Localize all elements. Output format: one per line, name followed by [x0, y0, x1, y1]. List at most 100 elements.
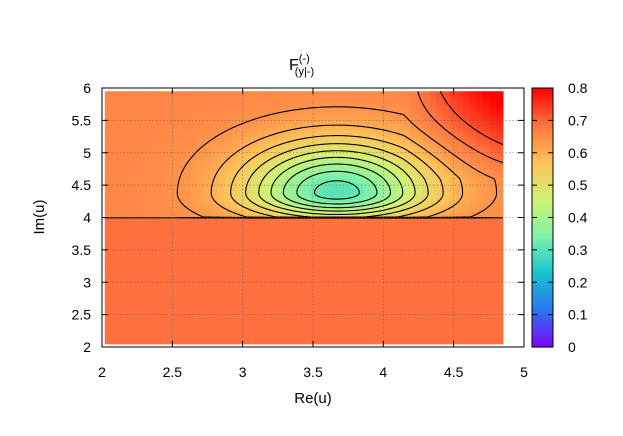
heatmap-cell	[257, 311, 265, 316]
heatmap-cell	[204, 259, 212, 264]
heatmap-cell	[317, 191, 325, 196]
heatmap-cell	[383, 191, 391, 196]
heatmap-cell	[217, 217, 225, 222]
heatmap-cell	[350, 240, 358, 244]
heatmap-cell	[390, 275, 398, 280]
heatmap-cell	[476, 162, 484, 167]
heatmap-cell	[483, 256, 491, 261]
heatmap-cell	[224, 113, 232, 118]
heatmap-cell	[144, 291, 152, 296]
heatmap-cell	[230, 308, 239, 312]
heatmap-cell	[177, 211, 186, 215]
heatmap-cell	[463, 324, 471, 329]
heatmap-cell	[157, 337, 166, 342]
heatmap-cell	[250, 94, 259, 99]
heatmap-cell	[483, 143, 491, 147]
heatmap-cell	[270, 198, 278, 202]
heatmap-cell	[250, 272, 259, 277]
heatmap-cell	[137, 91, 146, 96]
heatmap-cell	[469, 155, 477, 160]
heatmap-cell	[217, 188, 225, 193]
heatmap-cell	[157, 324, 166, 329]
heatmap-cell	[277, 253, 285, 257]
heatmap-cell	[270, 143, 278, 147]
heatmap-cell	[449, 139, 458, 144]
heatmap-cell	[151, 269, 159, 274]
heatmap-cell	[423, 110, 431, 115]
heatmap-cell	[164, 130, 172, 134]
y-tick-label: 2	[83, 339, 91, 355]
heatmap-cell	[277, 217, 285, 222]
heatmap-cell	[436, 269, 444, 274]
heatmap-cell	[429, 249, 438, 254]
heatmap-cell	[343, 152, 351, 157]
heatmap-cell	[104, 162, 113, 167]
heatmap-cell	[111, 162, 119, 167]
heatmap-cell	[496, 298, 504, 303]
heatmap-cell	[443, 233, 451, 238]
heatmap-cell	[383, 266, 391, 270]
heatmap-cell	[210, 104, 219, 109]
heatmap-cell	[469, 262, 477, 267]
heatmap-cell	[350, 91, 358, 96]
heatmap-cell	[410, 97, 418, 102]
heatmap-cell	[423, 317, 431, 322]
heatmap-cell	[164, 240, 172, 244]
heatmap-cell	[423, 262, 431, 267]
heatmap-cell	[463, 243, 471, 248]
heatmap-cell	[270, 256, 278, 261]
heatmap-cell	[104, 291, 113, 296]
heatmap-cell	[390, 327, 398, 332]
heatmap-cell	[111, 91, 119, 96]
heatmap-cell	[131, 233, 139, 238]
heatmap-cell	[264, 91, 272, 96]
heatmap-cell	[164, 295, 172, 300]
heatmap-cell	[224, 152, 232, 157]
heatmap-cell	[383, 201, 391, 206]
heatmap-cell	[496, 240, 504, 244]
heatmap-cell	[111, 104, 119, 109]
heatmap-cell	[250, 168, 259, 173]
heatmap-cell	[463, 236, 471, 241]
heatmap-cell	[230, 94, 239, 99]
heatmap-cell	[277, 249, 285, 254]
heatmap-cell	[456, 227, 464, 232]
y-tick-label: 3.5	[72, 242, 92, 258]
heatmap-cell	[356, 201, 365, 206]
heatmap-cell	[469, 227, 477, 232]
heatmap-cell	[184, 113, 192, 118]
heatmap-cell	[257, 291, 265, 296]
heatmap-cell	[356, 340, 365, 345]
heatmap-cell	[144, 172, 152, 177]
heatmap-cell	[410, 285, 418, 290]
heatmap-cell	[257, 168, 265, 173]
heatmap-cell	[303, 100, 312, 105]
heatmap-cell	[118, 269, 126, 274]
heatmap-cell	[323, 104, 331, 109]
heatmap-cell	[429, 295, 438, 300]
heatmap-cell	[483, 198, 491, 202]
heatmap-cell	[131, 207, 139, 212]
heatmap-cell	[277, 198, 285, 202]
heatmap-cell	[184, 175, 192, 180]
heatmap-cell	[483, 155, 491, 160]
heatmap-cell	[124, 214, 132, 219]
heatmap-cell	[443, 253, 451, 257]
heatmap-cell	[244, 94, 252, 99]
heatmap-cell	[337, 288, 345, 293]
heatmap-cell	[210, 262, 219, 267]
colorbar-segment	[532, 301, 553, 304]
heatmap-cell	[283, 175, 292, 180]
heatmap-cell	[111, 246, 119, 251]
heatmap-cell	[204, 91, 212, 96]
heatmap-cell	[137, 107, 146, 112]
colorbar-segment	[532, 241, 553, 244]
heatmap-cell	[403, 308, 411, 312]
heatmap-cell	[363, 194, 371, 199]
heatmap-cell	[111, 126, 119, 131]
heatmap-cell	[264, 246, 272, 251]
heatmap-cell	[337, 211, 345, 215]
heatmap-cell	[343, 143, 351, 147]
heatmap-cell	[204, 198, 212, 202]
heatmap-cell	[197, 282, 205, 287]
